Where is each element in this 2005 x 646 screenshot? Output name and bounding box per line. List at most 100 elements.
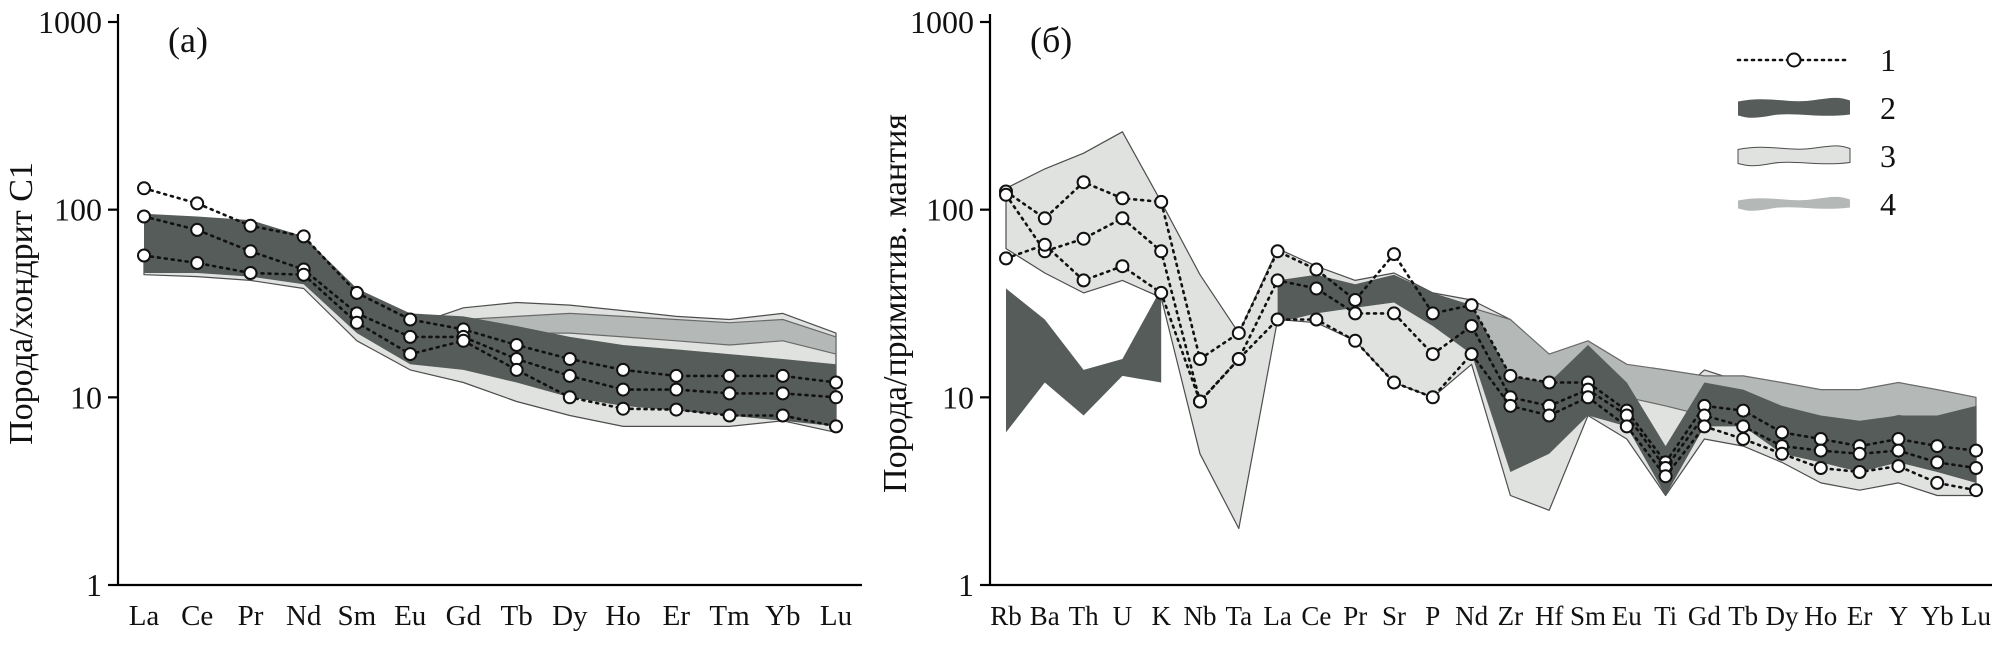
x-tick-label: Lu	[820, 600, 852, 632]
data-point-marker	[1775, 446, 1789, 461]
data-point-marker	[1309, 312, 1324, 327]
x-tick-label: Dy	[552, 600, 588, 632]
data-point-marker	[829, 419, 843, 434]
data-point-marker	[1425, 390, 1440, 405]
series-line-1-middle	[142, 215, 838, 399]
data-point-marker	[1813, 443, 1828, 458]
data-point-marker	[1503, 398, 1518, 413]
data-point-marker	[562, 390, 577, 405]
data-point-marker	[1193, 352, 1207, 366]
data-point-marker	[1348, 306, 1363, 321]
x-tick-label: Y	[1889, 601, 1909, 631]
legend-item-label: 2	[1880, 90, 1896, 126]
data-point-marker	[137, 209, 151, 224]
x-tick-label: Sm	[1570, 601, 1606, 631]
x-tick-label: K	[1151, 601, 1171, 631]
data-point-marker	[1154, 244, 1169, 259]
data-point-marker	[669, 402, 684, 417]
data-point-marker	[1581, 390, 1595, 405]
data-point-marker	[1076, 175, 1091, 190]
data-point-marker	[243, 218, 258, 233]
y-axis-title: Порода/примитив. мантия	[880, 114, 914, 493]
data-point-marker	[616, 401, 631, 416]
data-point-marker	[509, 338, 524, 352]
data-point-marker	[775, 368, 790, 383]
data-point-marker	[1775, 425, 1789, 440]
data-point-marker	[669, 368, 684, 383]
data-point-marker	[562, 352, 577, 366]
x-tick-label: Sr	[1382, 601, 1406, 631]
data-point-marker	[349, 315, 364, 330]
data-point-marker	[722, 368, 737, 383]
data-point-marker	[349, 285, 364, 300]
x-tick-label: Er	[663, 600, 691, 632]
y-tick-label: 1	[958, 567, 974, 603]
data-point-marker	[137, 181, 151, 196]
data-point-marker	[1387, 306, 1401, 321]
x-tick-label: Tb	[1728, 601, 1758, 631]
data-point-marker	[775, 408, 790, 423]
data-point-marker	[403, 312, 418, 327]
panel-label: (а)	[168, 20, 208, 60]
x-tick-label: Ba	[1030, 601, 1060, 631]
data-point-marker	[829, 390, 843, 405]
data-point-marker	[296, 229, 311, 244]
legend-band-sample-3	[1737, 145, 1851, 167]
data-point-marker	[669, 382, 684, 397]
data-point-marker	[1309, 281, 1324, 296]
data-point-marker	[1619, 419, 1634, 434]
data-point-marker	[1969, 461, 1983, 475]
x-tick-label: Th	[1069, 601, 1099, 631]
x-tick-label: Pr	[238, 600, 264, 632]
x-tick-label: Ho	[605, 600, 640, 632]
x-tick-label: Ho	[1804, 601, 1837, 631]
data-point-marker	[1076, 273, 1091, 288]
data-point-marker	[1037, 237, 1052, 252]
y-tick-label: 1000	[910, 4, 974, 40]
series-line-1-upper	[142, 187, 838, 384]
data-point-marker	[1969, 443, 1983, 458]
x-tick-label: Dy	[1766, 601, 1799, 631]
data-point-marker	[1231, 326, 1246, 341]
data-point-marker	[190, 196, 205, 211]
data-point-marker	[1348, 333, 1363, 348]
data-point-marker	[1115, 211, 1130, 226]
data-point-marker	[1813, 432, 1828, 446]
data-point-marker	[1387, 247, 1401, 262]
data-point-marker	[1037, 211, 1052, 226]
panel-label: (б)	[1030, 20, 1072, 60]
data-point-marker	[243, 244, 258, 259]
x-tick-label: Eu	[1612, 601, 1642, 631]
y-tick-label: 10	[70, 379, 102, 415]
x-tick-label: Yb	[765, 600, 800, 632]
data-point-marker	[1658, 469, 1673, 484]
data-point-marker	[1542, 408, 1557, 423]
data-point-marker	[1891, 432, 1906, 446]
data-point-marker	[296, 267, 311, 282]
data-point-marker	[137, 248, 151, 263]
band-4	[462, 312, 837, 355]
y-tick-label: 100	[926, 192, 974, 228]
legend-band-sample-4	[1738, 196, 1850, 211]
x-tick-label: Yb	[1921, 601, 1954, 631]
x-tick-label: Tm	[709, 600, 750, 632]
data-point-marker	[1193, 394, 1207, 409]
data-point-marker	[999, 187, 1013, 202]
x-tick-label: Ce	[1301, 601, 1331, 631]
legend-item-label: 4	[1880, 186, 1896, 222]
data-point-marker	[1464, 298, 1479, 313]
data-point-marker	[1813, 461, 1828, 475]
data-point-marker	[722, 408, 737, 423]
data-point-marker	[1736, 432, 1751, 446]
data-point-marker	[1969, 483, 1983, 498]
legend-marker-sample	[1786, 52, 1802, 68]
x-tick-label: Nd	[286, 600, 322, 632]
series-line-1-lower	[142, 254, 838, 428]
x-tick-label: Hf	[1535, 601, 1564, 631]
data-point-marker	[829, 375, 843, 390]
data-point-marker	[999, 251, 1013, 266]
y-tick-label: 10	[942, 379, 974, 415]
data-point-marker	[190, 256, 205, 270]
data-point-marker	[1542, 375, 1557, 390]
